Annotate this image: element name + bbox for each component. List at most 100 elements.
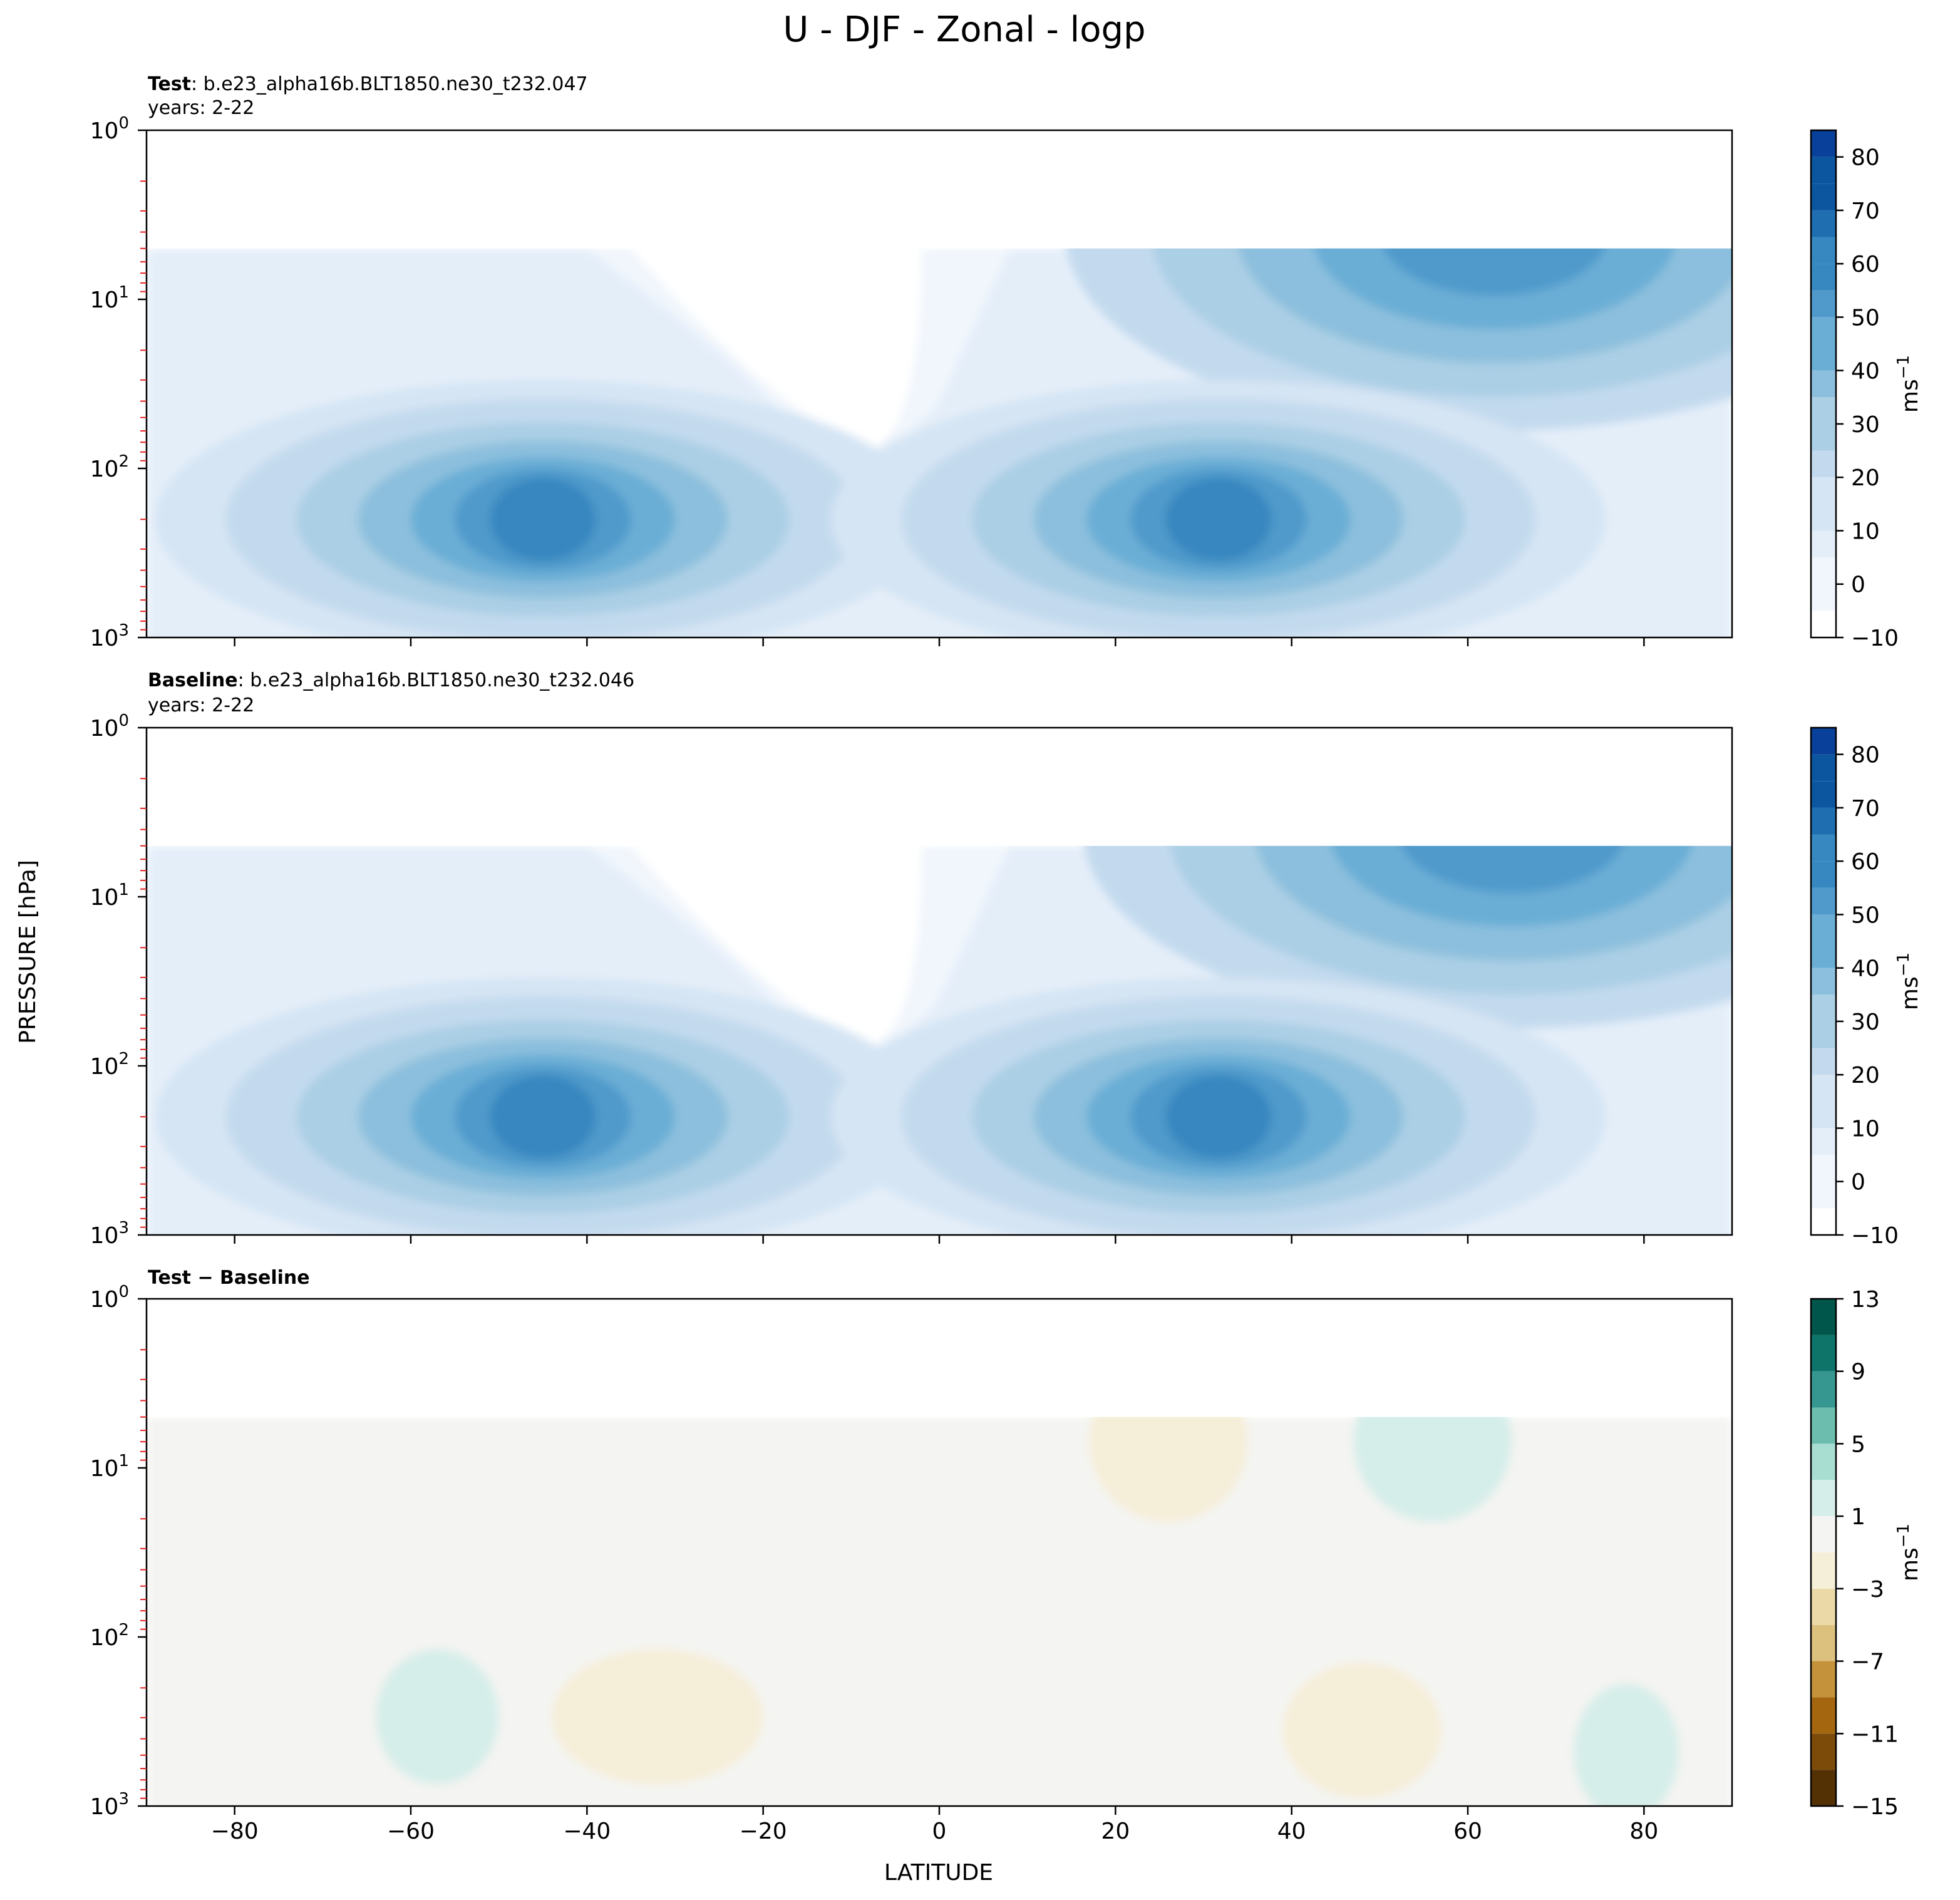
x-tick-label: −20: [740, 1819, 787, 1844]
colorbar-segment: [1811, 754, 1836, 782]
colorbar-frame: [1810, 726, 1837, 1236]
colorbar-frame: [1810, 1298, 1837, 1807]
colorbar-segment: [1811, 157, 1836, 184]
y-tick-exponent: 2: [118, 452, 129, 471]
vortex-contour: [1331, 845, 1693, 927]
colorbar-segment: [1811, 397, 1836, 424]
y-tick-label: 101: [90, 1452, 129, 1482]
colorbar-segment: [1811, 423, 1836, 451]
panel-title-rest: : b.e23_alpha16b.BLT1850.ne30_t232.046: [238, 669, 635, 691]
colorbar-segment: [1811, 1181, 1836, 1209]
colorbar-segment: [1811, 1443, 1836, 1480]
colorbar-segment: [1811, 1480, 1836, 1517]
contour-blur: [147, 1417, 1732, 1806]
colorbar-segment: [1811, 210, 1836, 237]
colorbar-segment: [1811, 1155, 1836, 1182]
figure-title: U - DJF - Zonal - logp: [783, 9, 1145, 50]
y-tick-label: 101: [90, 283, 129, 313]
colorbar-tick-label: 20: [1851, 1063, 1880, 1088]
colorbar-segment: [1811, 834, 1836, 862]
colorbar-segment: [1811, 317, 1836, 344]
colorbar-tick-label: 40: [1851, 359, 1880, 385]
y-tick-exponent: 0: [118, 711, 129, 730]
y-tick-label: 103: [90, 621, 129, 651]
y-tick-exponent: 1: [118, 1452, 129, 1470]
colorbar-frame: [1810, 129, 1837, 639]
colorbar-baseline: −10 0 10 20 30 40 50 60 70 80 ms−1: [1810, 726, 1923, 1249]
colorbar-segment: [1811, 861, 1836, 888]
y-tick-exponent: 3: [118, 621, 129, 640]
jet-contour: [1165, 477, 1272, 561]
y-tick-label: 102: [90, 1050, 129, 1080]
colorbar-segment: [1811, 1048, 1836, 1075]
colorbar-tick-label: 0: [1851, 1170, 1865, 1195]
y-tick-exponent: 0: [118, 114, 129, 133]
anomaly-negative: [1089, 1417, 1248, 1522]
colorbar-tick-label: 80: [1851, 145, 1880, 171]
contour-field: [147, 248, 1732, 638]
colorbar-segment: [1811, 530, 1836, 558]
x-axis-label: LATITUDE: [884, 1860, 993, 1886]
colorbar-segment: [1811, 557, 1836, 584]
vortex-contour: [1401, 845, 1622, 894]
colorbar-tick-label: 30: [1851, 1009, 1880, 1035]
y-tick-exponent: 0: [118, 1283, 129, 1301]
jet-contour: [490, 477, 596, 561]
colorbar-tick-label: 0: [1851, 572, 1865, 598]
colorbar-tick-label: 9: [1851, 1360, 1865, 1385]
colorbar-tick-label: 20: [1851, 465, 1880, 491]
easterly-region: [322, 845, 922, 1050]
panel-title-bold: Test − Baseline: [148, 1267, 310, 1289]
colorbar-segment: [1811, 1407, 1836, 1444]
colorbar-tick-label: 80: [1851, 743, 1880, 768]
colorbar-test: −10 0 10 20 30 40 50 60 70 80 ms−1: [1810, 129, 1923, 651]
y-axis-label: PRESSURE [hPa]: [15, 860, 41, 1044]
colorbar-tick-label: 50: [1851, 305, 1880, 331]
colorbar-tick-label: 30: [1851, 412, 1880, 438]
colorbar-segment: [1811, 264, 1836, 291]
y-tick-exponent: 2: [118, 1050, 129, 1068]
contour-field: [147, 845, 1732, 1235]
colorbar-tick-label: −10: [1851, 626, 1899, 651]
y-tick-exponent: 2: [118, 1621, 129, 1639]
y-tick-label: 101: [90, 880, 129, 911]
y-tick-label: 100: [90, 1283, 129, 1313]
colorbar-segment: [1811, 584, 1836, 611]
colorbar-difference: −15 −11 −7 −3 1 5 9 13 ms−1: [1810, 1287, 1923, 1820]
panel-title: Test: b.e23_alpha16b.BLT1850.ne30_t232.0…: [148, 73, 588, 95]
colorbar-segment: [1811, 968, 1836, 995]
colorbar-segment: [1811, 887, 1836, 915]
colorbar-segment: [1811, 1697, 1836, 1734]
colorbar-label: ms−1: [1894, 953, 1923, 1010]
colorbar-segment: [1811, 941, 1836, 968]
panel-title-rest: : b.e23_alpha16b.BLT1850.ne30_t232.047: [191, 73, 588, 95]
anomaly-negative: [552, 1649, 763, 1785]
colorbar-tick-label: 10: [1851, 1116, 1880, 1142]
colorbar-tick-label: 5: [1851, 1432, 1865, 1457]
jet-contour: [490, 1075, 596, 1159]
panel-title-bold: Test: [148, 73, 191, 95]
panel-subtitle: years: 2-22: [148, 97, 254, 119]
anomaly-positive: [1353, 1417, 1512, 1522]
colorbar-segment: [1811, 1516, 1836, 1552]
y-tick-label: 100: [90, 711, 129, 741]
colorbar-tick-label: 60: [1851, 252, 1880, 277]
colorbar-segment: [1811, 728, 1836, 755]
colorbar-label-exponent: −1: [1894, 1524, 1913, 1547]
vortex-contour: [1383, 248, 1605, 296]
y-tick-label: 102: [90, 452, 129, 482]
contour-blur: [147, 248, 1732, 638]
y-tick-exponent: 3: [118, 1219, 129, 1237]
colorbar-label-exponent: −1: [1894, 953, 1913, 976]
y-tick-label: 103: [90, 1219, 129, 1249]
colorbar-label: ms−1: [1894, 1524, 1923, 1581]
vortex-contour: [1313, 248, 1675, 330]
colorbar-segment: [1811, 1733, 1836, 1770]
colorbar-tick-label: 70: [1851, 796, 1880, 822]
colorbar-segment: [1811, 781, 1836, 808]
plot-area-baseline: 100 101 102 103: [90, 711, 1733, 1249]
colorbar-tick-label: 60: [1851, 849, 1880, 875]
colorbar-tick-label: −7: [1851, 1650, 1884, 1675]
